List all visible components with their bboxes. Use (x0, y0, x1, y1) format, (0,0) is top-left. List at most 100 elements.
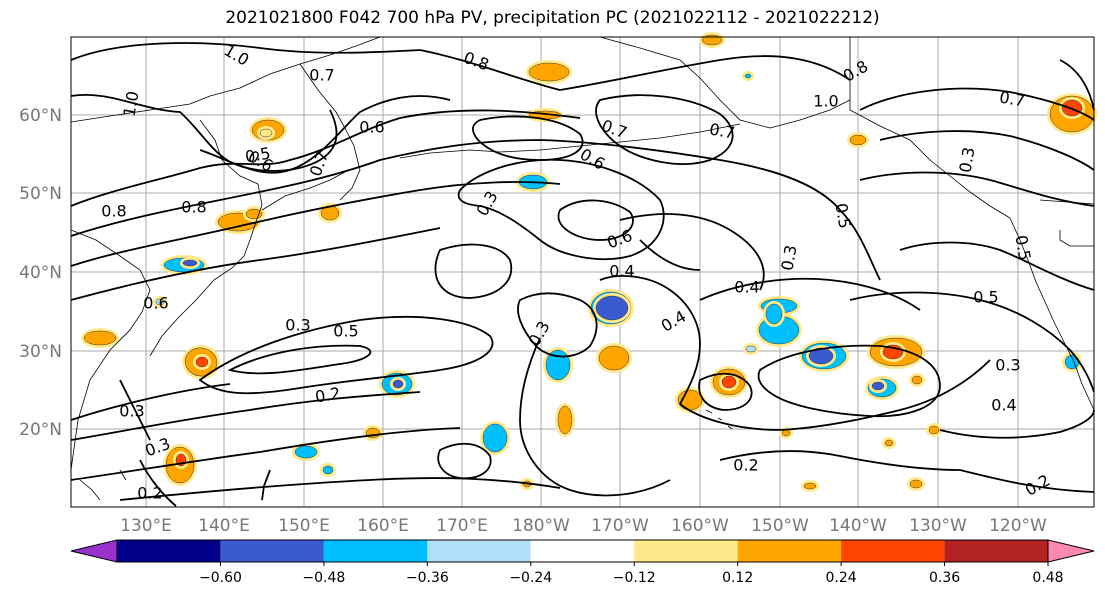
contour-label: 0.4 (609, 262, 634, 281)
lat-tick-label: 20°N (19, 420, 62, 440)
precip-patch (83, 330, 117, 346)
pv-contour-line (457, 158, 665, 260)
coastline (717, 417, 723, 421)
coastline (261, 171, 346, 211)
lat-tick-label: 40°N (19, 263, 62, 283)
precip-patch (322, 465, 334, 475)
pv-contour-line (595, 94, 734, 165)
pv-contour-line (261, 469, 271, 501)
precip-patch (598, 345, 630, 371)
precip-patch (557, 405, 573, 435)
lat-tick-label: 60°N (19, 106, 62, 126)
colorbar: −0.60 −0.48 −0.36 −0.24 −0.12 0.12 0.24 0.36 0.4… (70, 539, 1095, 586)
contour-label: 0.4 (734, 278, 759, 297)
pv-contour-line (757, 344, 941, 418)
contour-label: 0.3 (955, 146, 978, 174)
pv-contour-line (939, 409, 1095, 439)
contour-label: 0.3 (995, 356, 1020, 375)
pv-contour-line (70, 139, 881, 281)
contour-label: 1.0 (813, 92, 838, 111)
colorbar-segment (323, 540, 428, 562)
pv-contour-line (679, 359, 991, 431)
colorbar-extend-low (70, 539, 118, 563)
colorbar-tick-label: −0.36 (406, 570, 449, 586)
lon-tick-label: 140°E (198, 516, 250, 536)
pv-contour-line (517, 292, 598, 358)
contour-label: 0.6 (359, 118, 384, 137)
pv-contour-line (639, 239, 701, 271)
pv-contour-line (899, 241, 1095, 291)
contour-label: 0.5 (244, 143, 272, 166)
lon-tick-label: 160°W (671, 516, 729, 536)
contour-label: 0.5 (831, 202, 854, 230)
contour-label: 0.5 (973, 288, 998, 307)
colorbar-tick-label: −0.12 (613, 570, 656, 586)
pv-contour-line (1059, 59, 1095, 111)
contour-label: 0.6 (143, 294, 168, 313)
pv-contour-line (70, 391, 421, 441)
colorbar-segment (220, 540, 324, 562)
pv-contour-line (70, 427, 461, 481)
contour-label: 0.8 (181, 198, 206, 217)
lon-tick-label: 160°E (357, 516, 409, 536)
pv-contour-line (859, 87, 1095, 121)
pv-contour-line (119, 379, 151, 441)
pv-contour-line (599, 275, 701, 405)
precip-patch (928, 425, 940, 435)
precip-patch (482, 423, 508, 453)
lat-tick-label: 50°N (19, 184, 62, 204)
precip-patch (909, 479, 923, 489)
precip-patch (849, 134, 867, 146)
colorbar-tick-label: 0.24 (826, 570, 857, 586)
precip-patch (528, 62, 570, 82)
precip-patch (245, 208, 263, 220)
figure-title: 2021021800 F042 700 hPa PV, precipitatio… (225, 8, 880, 28)
pv-contour-line (434, 243, 513, 299)
coastline (727, 425, 733, 430)
pv-contour-line (959, 469, 1095, 493)
precip-patch (871, 381, 885, 391)
precip-patch (294, 445, 318, 459)
lon-tick-label: 170°W (591, 516, 649, 536)
precip-patch (808, 347, 834, 365)
precip-patch (744, 73, 752, 79)
contour-label: 0.4 (991, 396, 1016, 415)
pv-contour-line (70, 181, 561, 267)
coastline (149, 279, 215, 357)
contour-label: 0.3 (285, 316, 310, 335)
pv-contour-line (557, 199, 634, 241)
contour-label: 0.2 (137, 484, 162, 503)
pv-contour-line (199, 95, 451, 174)
lon-tick-label: 150°E (278, 516, 330, 536)
coastline (70, 229, 151, 471)
pv-contour-line (119, 477, 561, 501)
coastline (849, 37, 1011, 219)
contour-label: 0.2 (314, 383, 342, 406)
lon-tick-label: 150°W (751, 516, 809, 536)
pv-contour-line (519, 337, 671, 497)
coastline (199, 119, 259, 185)
pv-contour-line (859, 171, 1095, 207)
contour-label: 0.5 (1011, 234, 1034, 262)
colorbar-tick-label: −0.48 (302, 570, 345, 586)
pv-contour-line (419, 49, 851, 91)
pv-contour-line (699, 277, 921, 311)
pv-contour-line (198, 315, 494, 395)
map-frame (70, 36, 1095, 508)
axis-labels: 130°E 140°E 150°E 160°E 170°E 180°W 170°W 160°W… (19, 106, 1047, 536)
precip-patch (781, 429, 791, 437)
colorbar-segment (530, 540, 635, 562)
colorbar-tick-label: 0.36 (929, 570, 960, 586)
colorbar-tick-label: 0.48 (1032, 570, 1063, 586)
colorbar-frame (116, 539, 1049, 563)
colorbar-extend-high (1047, 539, 1095, 563)
contour-label: 0.7 (708, 119, 736, 142)
precip-patch (595, 295, 629, 321)
pv-contour-line (139, 459, 177, 507)
contour-label: 0.5 (333, 322, 358, 341)
lon-tick-label: 120°W (989, 516, 1047, 536)
lon-tick-label: 130°E (120, 516, 172, 536)
precip-patch (745, 345, 757, 353)
precip-patch (1064, 354, 1080, 370)
